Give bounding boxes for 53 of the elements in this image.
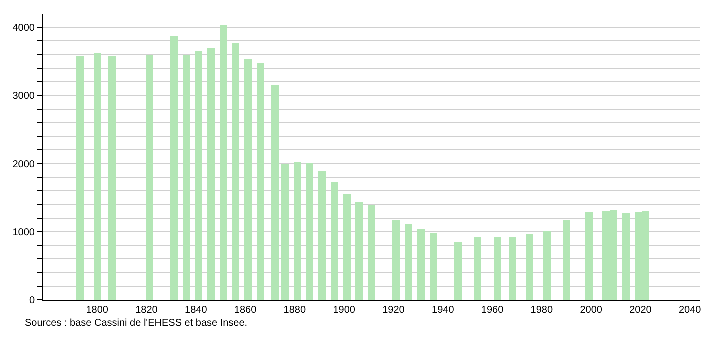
bar <box>146 55 153 300</box>
x-tick-label: 1880 <box>284 305 306 316</box>
bar <box>318 171 326 300</box>
bar <box>94 53 101 300</box>
y-tick-label: 0 <box>29 296 36 306</box>
bar <box>622 213 630 300</box>
bar <box>183 55 190 300</box>
bar <box>526 234 533 300</box>
bar <box>585 212 593 300</box>
bar <box>207 48 215 300</box>
x-tick-label: 2020 <box>630 305 652 316</box>
x-tick-label: 1840 <box>185 305 208 316</box>
bar <box>271 85 279 300</box>
bar <box>343 194 351 300</box>
bar <box>454 242 462 300</box>
bar <box>170 36 178 300</box>
x-tick-label: 2040 <box>678 305 702 316</box>
x-tick-label: 1860 <box>234 305 258 316</box>
bar <box>76 56 84 300</box>
bar <box>430 233 437 300</box>
bar <box>405 224 412 300</box>
bar <box>281 164 289 300</box>
bar <box>543 231 551 300</box>
x-tick-label: 1800 <box>86 305 109 316</box>
bar <box>108 56 116 300</box>
bar <box>355 202 363 300</box>
y-tick-label: 3000 <box>12 91 36 102</box>
bar <box>220 25 227 300</box>
y-tick-label: 2000 <box>12 159 36 170</box>
x-tick-label: 2000 <box>580 305 603 316</box>
bar <box>417 229 425 300</box>
bar <box>306 163 313 300</box>
bar <box>232 43 239 300</box>
bar <box>494 237 501 300</box>
x-tick-label: 1940 <box>432 305 455 316</box>
bar <box>331 182 338 300</box>
bar <box>195 51 202 300</box>
x-tick-label: 1980 <box>530 305 554 316</box>
x-tick-label: 1820 <box>136 305 158 316</box>
bar <box>368 205 375 300</box>
y-tick-label: 1000 <box>12 227 36 238</box>
bar <box>257 63 264 300</box>
x-tick-label: 1920 <box>382 305 406 316</box>
source-note: Sources : base Cassini de l'EHESS et base Insee. <box>25 318 248 329</box>
bar <box>474 237 481 300</box>
bar <box>244 59 252 300</box>
bar <box>392 220 400 300</box>
bar <box>509 237 516 300</box>
y-tick-label: 4000 <box>12 23 36 34</box>
x-tick-label: 1900 <box>333 305 356 316</box>
x-tick-label: 1960 <box>481 305 504 316</box>
bar <box>563 220 570 300</box>
bar <box>294 162 301 300</box>
